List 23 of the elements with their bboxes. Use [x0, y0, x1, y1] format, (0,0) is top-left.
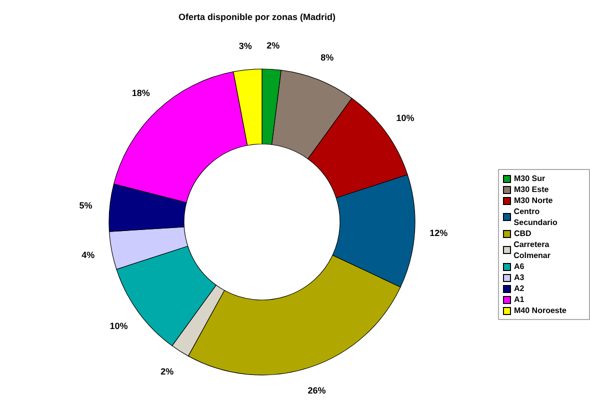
- data-label: 18%: [132, 88, 150, 98]
- legend-label: Carretera Colmenar: [514, 239, 552, 261]
- data-label: 2%: [160, 366, 174, 376]
- data-label: 3%: [238, 40, 252, 51]
- data-label: 10%: [110, 321, 128, 332]
- legend-label: M30 Sur: [514, 173, 546, 184]
- legend-label: A6: [514, 261, 524, 272]
- legend-label: A1: [514, 294, 524, 305]
- data-label: 10%: [396, 112, 414, 123]
- legend-label: M30 Este: [514, 184, 549, 195]
- legend-label: A3: [514, 272, 524, 283]
- legend-label: CBD: [514, 228, 532, 239]
- data-label: 8%: [320, 52, 334, 62]
- data-label: 2%: [266, 40, 280, 50]
- chart-title: Oferta disponible por zonas (Madrid): [177, 12, 336, 22]
- legend-label: Centro Secundario: [514, 206, 558, 228]
- data-label: 5%: [79, 200, 92, 210]
- data-label: 4%: [82, 250, 95, 260]
- data-label: 12%: [430, 228, 448, 238]
- data-label: 26%: [308, 385, 326, 396]
- legend-label: M30 Norte: [514, 195, 553, 206]
- legend-label: A2: [514, 283, 524, 294]
- legend-label: M40 Noroeste: [514, 305, 566, 316]
